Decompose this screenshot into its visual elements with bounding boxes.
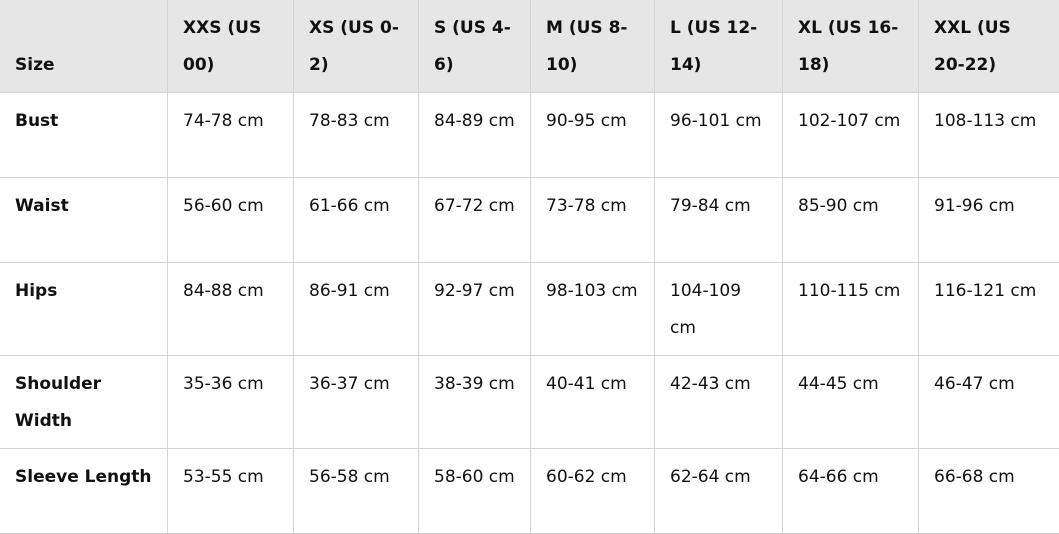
table-cell: 42-43 cm bbox=[655, 356, 783, 449]
table-cell: 38-39 cm bbox=[419, 356, 531, 449]
table-cell: 79-84 cm bbox=[655, 178, 783, 263]
table-cell: 73-78 cm bbox=[531, 178, 655, 263]
column-header: XXL (US 20-22) bbox=[919, 0, 1059, 93]
table-cell: 64-66 cm bbox=[783, 449, 919, 534]
table-cell: 92-97 cm bbox=[419, 263, 531, 356]
column-header: L (US 12-14) bbox=[655, 0, 783, 93]
table-cell: 84-89 cm bbox=[419, 93, 531, 178]
column-header: XL (US 16-18) bbox=[783, 0, 919, 93]
column-header: M (US 8-10) bbox=[531, 0, 655, 93]
table-cell: 66-68 cm bbox=[919, 449, 1059, 534]
table-cell: 86-91 cm bbox=[294, 263, 419, 356]
table-cell: 35-36 cm bbox=[168, 356, 294, 449]
column-header-size: Size bbox=[0, 0, 168, 93]
table-cell: 108-113 cm bbox=[919, 93, 1059, 178]
table-cell: 98-103 cm bbox=[531, 263, 655, 356]
table-cell: 110-115 cm bbox=[783, 263, 919, 356]
table-cell: 56-58 cm bbox=[294, 449, 419, 534]
table-cell: 58-60 cm bbox=[419, 449, 531, 534]
table-cell: 84-88 cm bbox=[168, 263, 294, 356]
column-header: XXS (US 00) bbox=[168, 0, 294, 93]
column-header: S (US 4-6) bbox=[419, 0, 531, 93]
row-label: Hips bbox=[0, 263, 168, 356]
table-cell: 60-62 cm bbox=[531, 449, 655, 534]
table-cell: 53-55 cm bbox=[168, 449, 294, 534]
column-header: XS (US 0-2) bbox=[294, 0, 419, 93]
table-cell: 44-45 cm bbox=[783, 356, 919, 449]
table-cell: 40-41 cm bbox=[531, 356, 655, 449]
table-cell: 61-66 cm bbox=[294, 178, 419, 263]
row-label: Shoulder Width bbox=[0, 356, 168, 449]
table-cell: 67-72 cm bbox=[419, 178, 531, 263]
table-cell: 46-47 cm bbox=[919, 356, 1059, 449]
row-label: Bust bbox=[0, 93, 168, 178]
row-label: Waist bbox=[0, 178, 168, 263]
table-cell: 78-83 cm bbox=[294, 93, 419, 178]
table-cell: 36-37 cm bbox=[294, 356, 419, 449]
table-cell: 62-64 cm bbox=[655, 449, 783, 534]
table-cell: 85-90 cm bbox=[783, 178, 919, 263]
table-cell: 90-95 cm bbox=[531, 93, 655, 178]
table-cell: 91-96 cm bbox=[919, 178, 1059, 263]
table-cell: 102-107 cm bbox=[783, 93, 919, 178]
table-cell: 96-101 cm bbox=[655, 93, 783, 178]
table-cell: 56-60 cm bbox=[168, 178, 294, 263]
row-label: Sleeve Length bbox=[0, 449, 168, 534]
table-cell: 104-109 cm bbox=[655, 263, 783, 356]
table-cell: 116-121 cm bbox=[919, 263, 1059, 356]
table-cell: 74-78 cm bbox=[168, 93, 294, 178]
